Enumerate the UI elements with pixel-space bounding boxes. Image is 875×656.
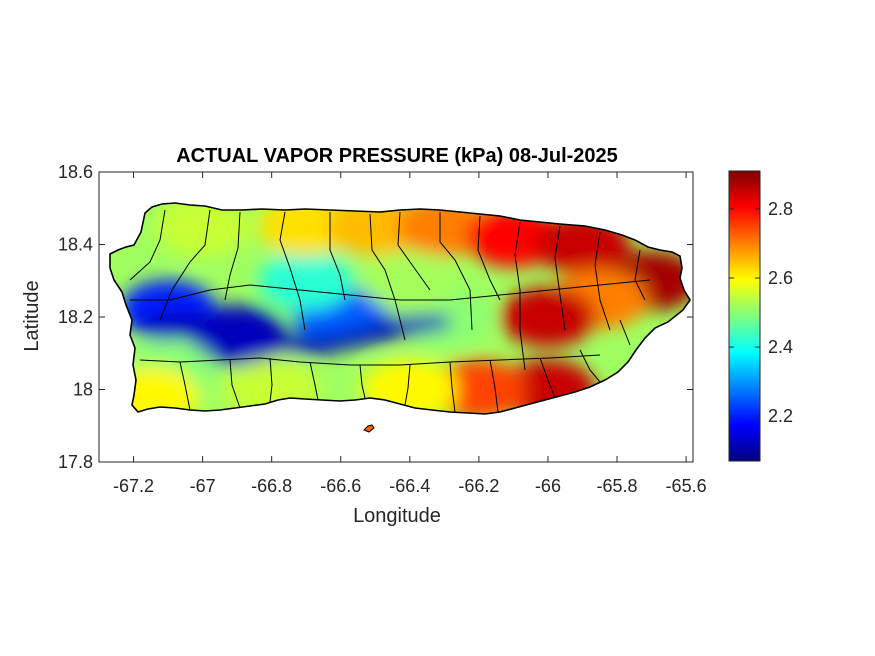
field-sample xyxy=(154,203,251,257)
coastline xyxy=(109,202,691,415)
x-tick-label: -65.8 xyxy=(597,476,638,496)
municipality-boundary xyxy=(539,357,556,399)
x-tick-label: -66.6 xyxy=(320,476,361,496)
x-tick-label: -66.4 xyxy=(389,476,430,496)
municipality-boundary xyxy=(634,249,646,301)
y-axis: 17.8 18 18.2 18.4 18.6 xyxy=(58,162,693,472)
municipality-boundary xyxy=(449,361,456,413)
colorbar-tick-label: 2.2 xyxy=(768,406,793,426)
municipality-boundary xyxy=(404,364,411,406)
cordillera-band xyxy=(140,312,450,355)
municipality-boundary xyxy=(179,361,191,411)
municipality-boundary xyxy=(554,225,566,331)
colorbar-tick-label: 2.6 xyxy=(768,268,793,288)
x-axis: -67.2 -67 -66.8 -66.6 -66.4 -66.2 -66 -65.8 -65.… xyxy=(113,172,707,496)
x-axis-label: Longitude xyxy=(353,505,441,527)
municipality-boundary xyxy=(594,231,611,331)
y-axis-label: Latitude xyxy=(21,280,43,351)
municipality-boundary xyxy=(397,211,431,291)
municipality-boundary xyxy=(139,354,601,366)
x-tick-label: -67 xyxy=(190,476,216,496)
municipality-boundary xyxy=(279,211,306,331)
colorbar-ticks: 2.2 2.4 2.6 2.8 xyxy=(729,199,793,426)
municipality-boundary xyxy=(477,215,501,301)
field-sample xyxy=(258,250,355,311)
colorbar-tick-label: 2.8 xyxy=(768,199,793,219)
municipality-boundary xyxy=(369,213,406,341)
y-tick-label: 18 xyxy=(73,380,93,400)
field-sample xyxy=(430,359,527,414)
municipality-boundary xyxy=(130,279,651,301)
municipality-boundary xyxy=(129,209,166,281)
x-tick-label: -65.6 xyxy=(666,476,707,496)
y-tick-label: 18.2 xyxy=(58,307,93,327)
municipality-boundary xyxy=(359,364,366,399)
municipality-boundary xyxy=(489,359,499,413)
municipality-boundary xyxy=(229,359,241,409)
caja-de-muertos-island xyxy=(363,424,375,433)
y-tick-label: 18.6 xyxy=(58,162,93,182)
municipality-boundary xyxy=(439,212,473,331)
field-sample xyxy=(499,287,596,347)
colorbar-tick-label: 2.4 xyxy=(768,337,793,357)
colorbar xyxy=(728,170,761,462)
municipality-boundary xyxy=(514,221,526,371)
municipality-boundary xyxy=(579,349,601,383)
municipality-boundary xyxy=(269,357,273,403)
municipality-boundary xyxy=(309,361,319,401)
chart-title: ACTUAL VAPOR PRESSURE (kPa) 08-Jul-2025 xyxy=(176,145,618,167)
field-sample xyxy=(361,250,458,311)
municipality-boundary xyxy=(619,319,631,346)
y-tick-label: 17.8 xyxy=(58,452,93,472)
x-tick-label: -67.2 xyxy=(113,476,154,496)
x-tick-label: -66.8 xyxy=(251,476,292,496)
municipality-boundary xyxy=(329,212,346,301)
x-tick-label: -66 xyxy=(535,476,561,496)
x-tick-label: -66.2 xyxy=(458,476,499,496)
y-tick-label: 18.4 xyxy=(58,235,93,255)
municipality-boundaries xyxy=(129,209,651,413)
